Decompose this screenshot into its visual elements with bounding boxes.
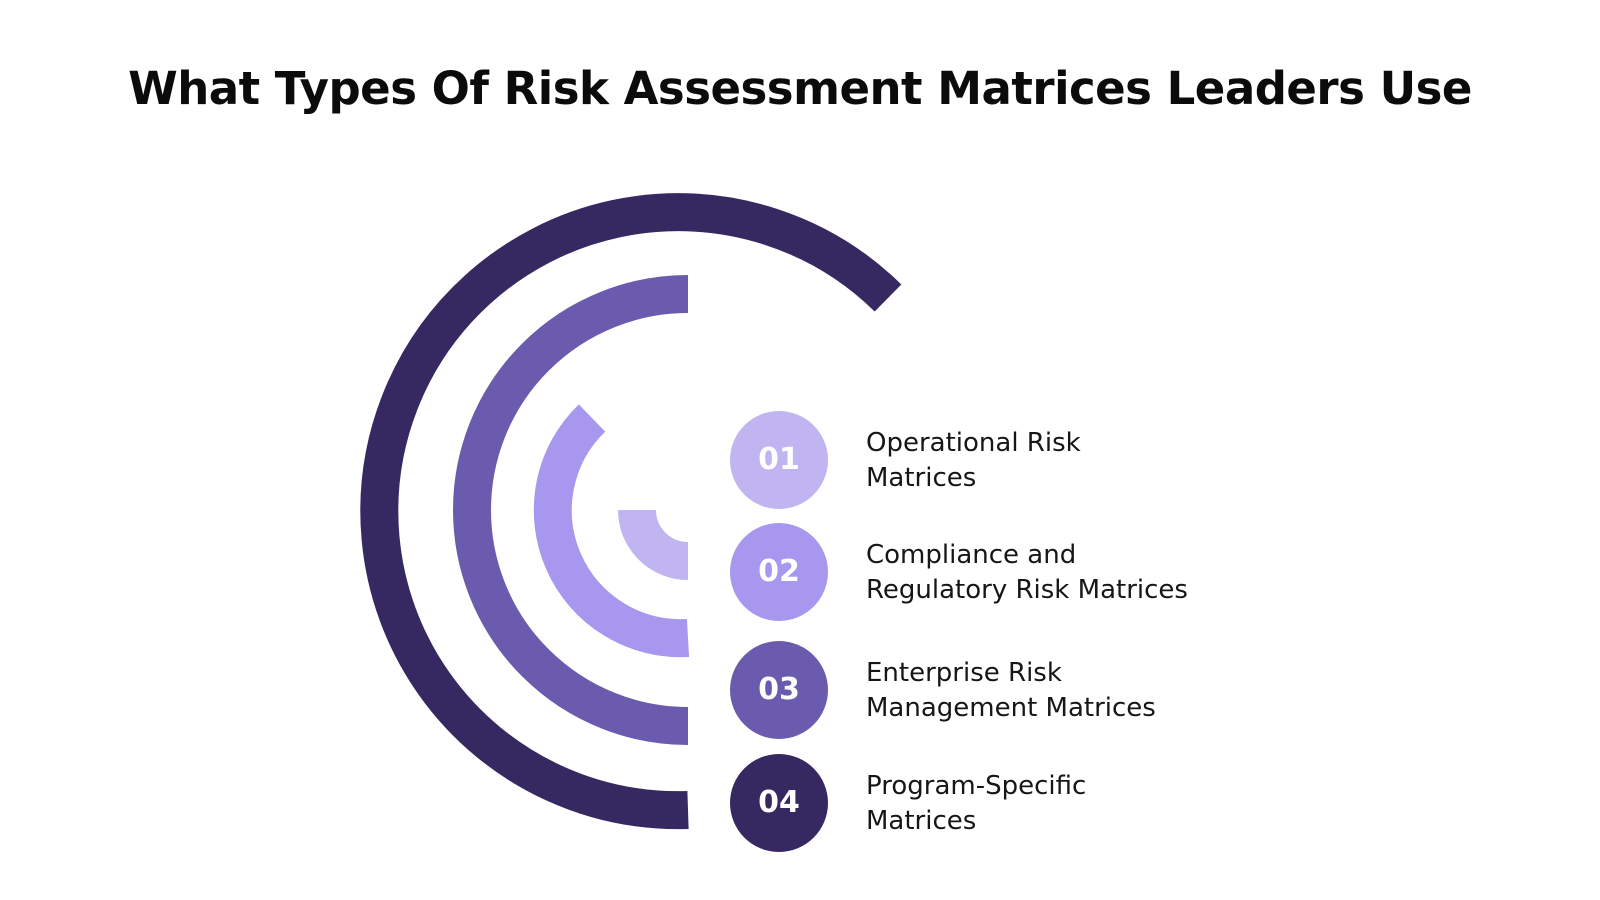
item-label-3-line1: Enterprise Risk [866,658,1062,688]
list-item-4: 04 Program-Specific Matrices [730,754,1430,854]
item-label-4-line2: Matrices [866,806,977,836]
list-item-1: 01 Operational Risk Matrices [730,411,1430,511]
item-label-2-line2: Regulatory Risk Matrices [866,575,1188,605]
list-item-3: 03 Enterprise Risk Management Matrices [730,641,1430,741]
arc-inner [618,508,690,580]
item-label-1-line1: Operational Risk [866,428,1081,458]
number-badge-2: 02 [730,523,828,621]
item-label-3: Enterprise Risk Management Matrices [866,656,1286,726]
arc-outer [360,193,902,830]
item-label-1-line2: Matrices [866,463,977,493]
number-badge-4: 04 [730,754,828,852]
list-item-2: 02 Compliance and Regulatory Risk Matric… [730,523,1430,623]
item-label-1: Operational Risk Matrices [866,426,1286,496]
item-label-2: Compliance and Regulatory Risk Matrices [866,538,1286,608]
arc-second [453,275,689,745]
item-label-2-line1: Compliance and [866,540,1077,570]
number-badge-3: 03 [730,641,828,739]
number-badge-1: 01 [730,411,828,509]
arc-third [533,404,690,658]
item-label-4-line1: Program-Specific [866,771,1087,801]
item-label-3-line2: Management Matrices [866,693,1156,723]
page-title: What Types Of Risk Assessment Matrices L… [128,62,1472,115]
item-label-4: Program-Specific Matrices [866,769,1286,839]
